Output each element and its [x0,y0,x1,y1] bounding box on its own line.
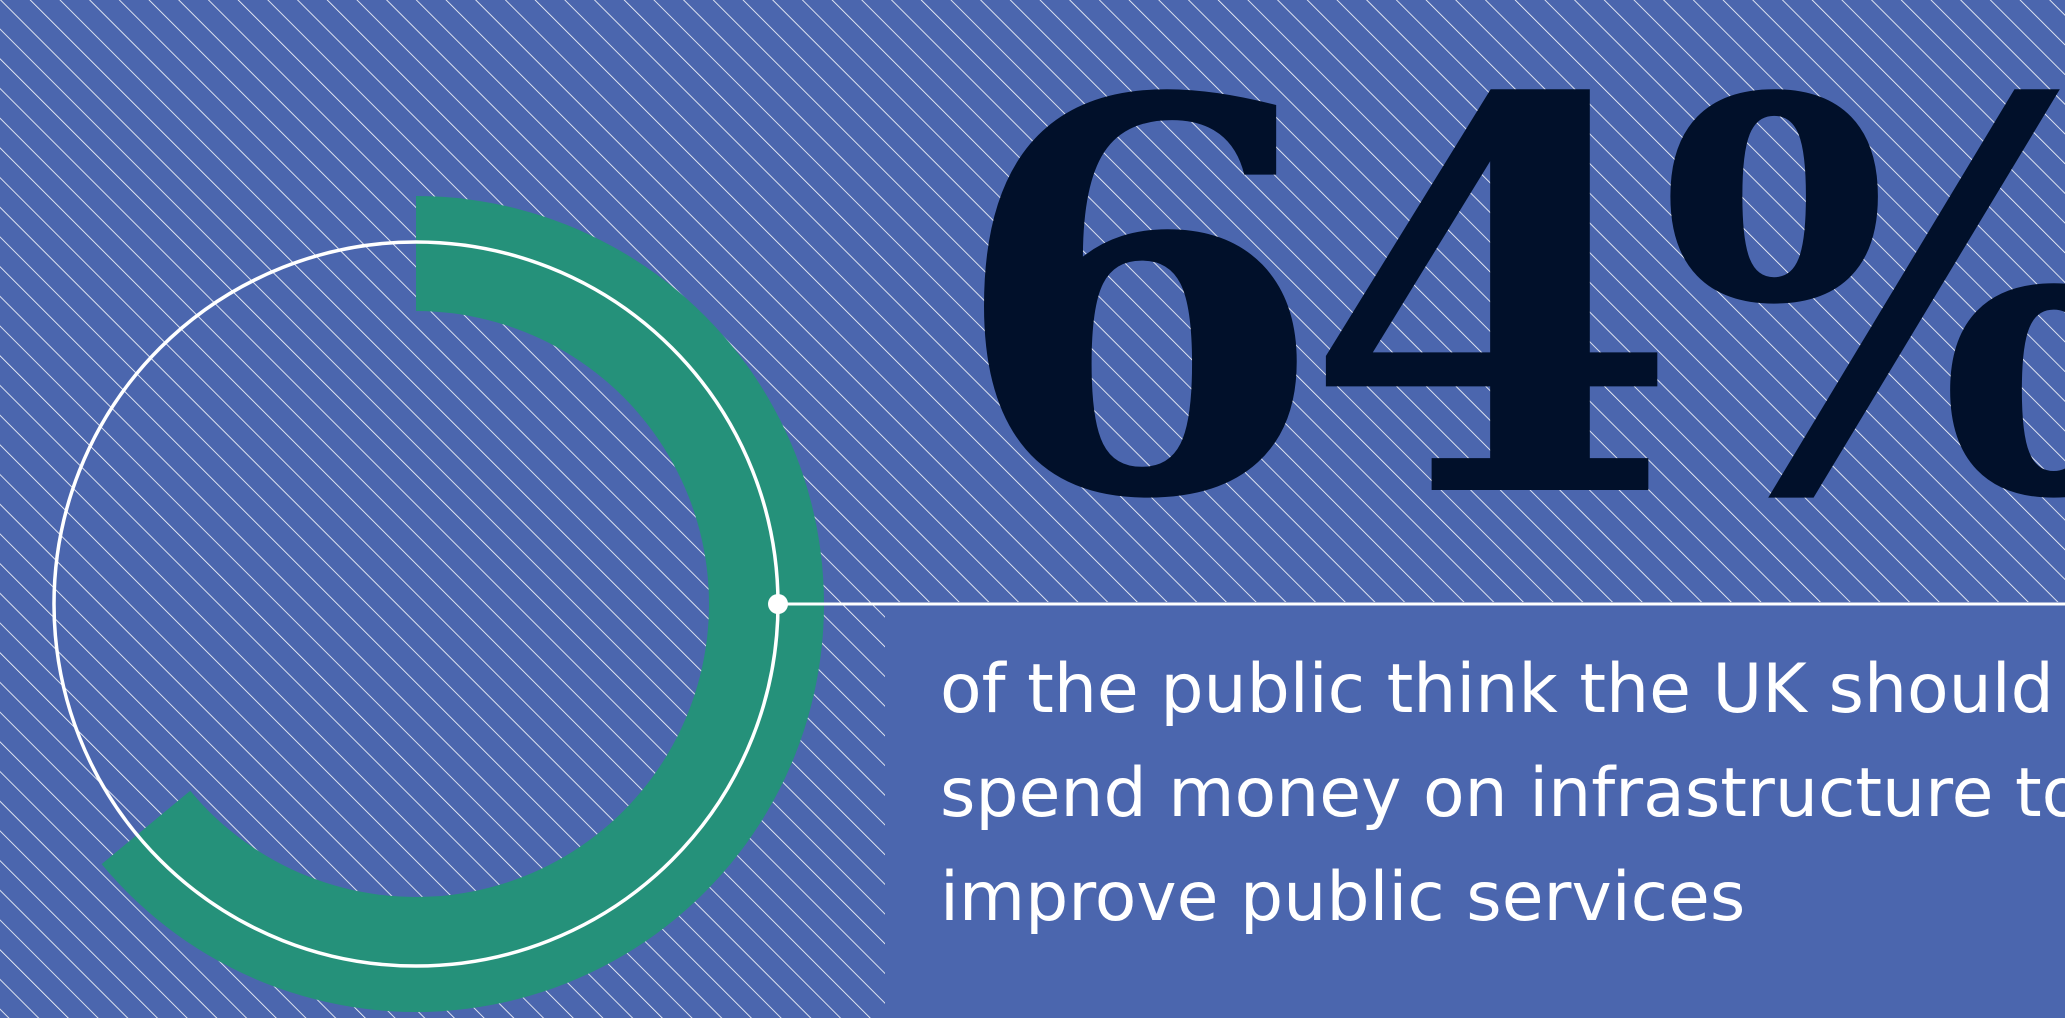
caption-line-1: of the public think the UK should [940,650,2054,729]
caption: of the public think the UK should spend … [940,638,2065,950]
caption-line-3: improve public services [940,858,1746,937]
caption-line-2: spend money on infrastructure to [940,754,2065,833]
connector-dot [768,594,788,614]
percentage-value: 64% [950,0,2065,618]
percentage-arc [101,196,825,1013]
